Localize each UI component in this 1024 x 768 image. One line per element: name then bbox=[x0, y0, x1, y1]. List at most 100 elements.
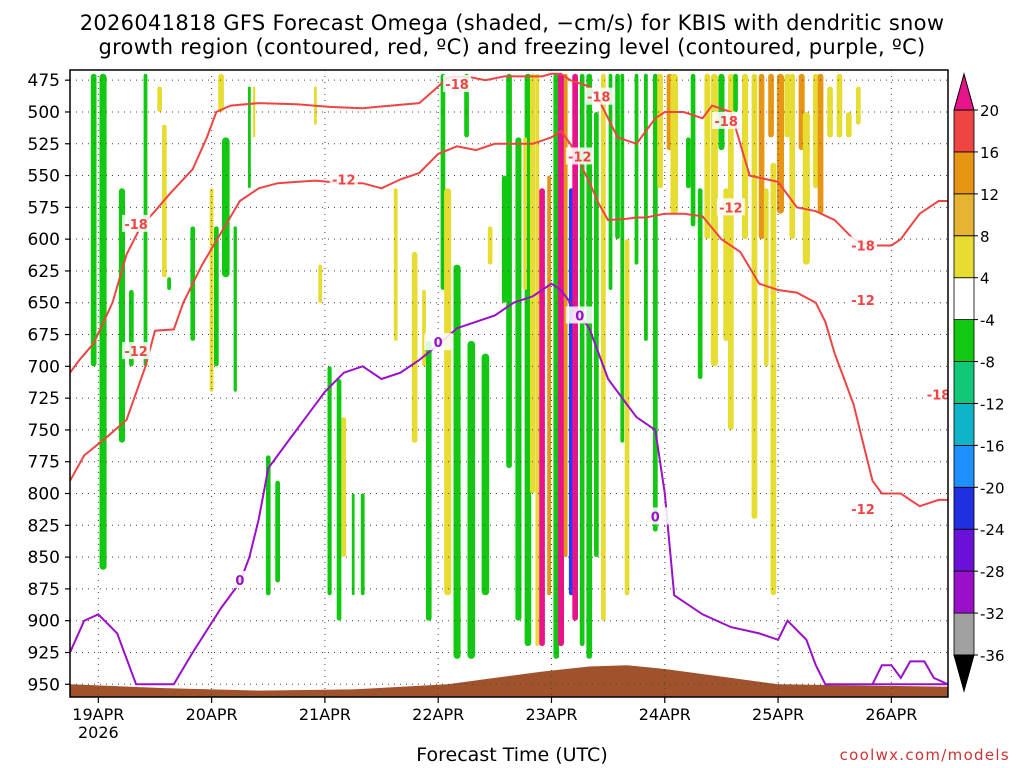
x-tick-label: 23APR bbox=[525, 705, 577, 724]
y-tick-label: 675 bbox=[28, 326, 60, 346]
contour-label-bg bbox=[849, 499, 878, 517]
contour-label-bg bbox=[443, 74, 472, 92]
omega-streak bbox=[758, 73, 765, 240]
omega-streak bbox=[425, 340, 432, 621]
omega-streak bbox=[770, 162, 777, 596]
credit-link[interactable]: coolwx.com/models bbox=[839, 746, 1010, 764]
omega-streak bbox=[657, 73, 663, 189]
colorbar-segment bbox=[953, 319, 975, 362]
omega-streak bbox=[275, 480, 280, 583]
contour-label: 0 bbox=[434, 336, 443, 351]
x-tick-label: 24APR bbox=[639, 705, 691, 724]
x-tick-label: 25APR bbox=[752, 705, 804, 724]
contour-label: -12 bbox=[124, 345, 148, 360]
omega-streak bbox=[351, 493, 355, 596]
x-axis-label: Forecast Time (UTC) bbox=[416, 744, 608, 766]
omega-streak bbox=[539, 188, 545, 647]
contour-purple-zero-right bbox=[871, 660, 948, 686]
omega-streak bbox=[444, 188, 452, 596]
omega-streak bbox=[336, 379, 342, 621]
y-tick-label: 950 bbox=[28, 675, 60, 695]
colorbar-label: -32 bbox=[980, 605, 1005, 623]
y-tick-label: 550 bbox=[28, 167, 60, 187]
contour-label-bg bbox=[122, 214, 151, 232]
omega-streak bbox=[252, 86, 256, 138]
omega-streak bbox=[222, 137, 230, 278]
y-tick-label: 850 bbox=[28, 548, 60, 568]
colorbar-label: -24 bbox=[980, 521, 1005, 539]
y-tick-label: 625 bbox=[28, 262, 60, 282]
y-tick-label: 525 bbox=[28, 135, 60, 155]
y-tick-label: 600 bbox=[28, 230, 60, 250]
contour-label: -18 bbox=[124, 218, 148, 233]
contour-label-bg bbox=[712, 111, 741, 129]
omega-streak bbox=[615, 73, 620, 240]
omega-streak bbox=[411, 251, 418, 443]
contour-red-minus12 bbox=[70, 129, 948, 508]
omega-streak bbox=[209, 188, 214, 392]
omega-streak bbox=[506, 73, 512, 469]
contour-label-bg bbox=[924, 385, 948, 403]
omega-streak bbox=[515, 137, 522, 621]
omega-streak bbox=[248, 86, 251, 189]
omega-streak bbox=[620, 73, 625, 443]
contour-label-bg bbox=[849, 236, 878, 254]
omega-streak bbox=[653, 73, 658, 532]
contour-label: -18 bbox=[587, 91, 611, 106]
omega-streak bbox=[393, 188, 398, 341]
omega-streak bbox=[686, 137, 691, 189]
omega-streak bbox=[624, 239, 630, 596]
contour-label-bg bbox=[641, 507, 670, 525]
y-tick-label: 725 bbox=[28, 389, 60, 409]
contour-label: -12 bbox=[568, 150, 592, 165]
omega-streak bbox=[594, 112, 599, 558]
contour-label-bg bbox=[716, 198, 745, 216]
y-tick-label: 700 bbox=[28, 357, 60, 377]
omega-streak bbox=[704, 73, 711, 240]
contour-label-bg bbox=[122, 342, 151, 360]
omega-streak bbox=[523, 137, 527, 290]
y-tick-label: 650 bbox=[28, 294, 60, 314]
colorbar-segment bbox=[953, 277, 975, 321]
terrain-fill bbox=[70, 665, 948, 697]
omega-streak bbox=[557, 73, 564, 647]
y-tick-label: 500 bbox=[28, 103, 60, 123]
omega-streak bbox=[547, 175, 551, 596]
contour-label-bg bbox=[225, 570, 254, 588]
omega-streak bbox=[601, 73, 606, 621]
colorbar-segment bbox=[953, 403, 975, 446]
y-tick-label: 925 bbox=[28, 643, 60, 663]
omega-streak bbox=[776, 73, 784, 214]
omega-streak bbox=[710, 73, 718, 367]
x-tick-label: 26APR bbox=[865, 705, 917, 724]
x-tick-sublabel: 2026 bbox=[78, 723, 119, 742]
omega-streak bbox=[341, 417, 347, 558]
y-tick-label: 575 bbox=[28, 198, 60, 218]
x-tick-label: 22APR bbox=[412, 705, 464, 724]
colorbar-label: -28 bbox=[980, 563, 1005, 581]
colorbar-end-high bbox=[953, 72, 975, 111]
contour-label: -18 bbox=[927, 388, 951, 403]
colorbar-segment bbox=[953, 528, 975, 572]
omega-streak bbox=[813, 73, 819, 189]
omega-streak bbox=[644, 73, 648, 341]
omega-streak bbox=[608, 73, 613, 290]
colorbar-segment bbox=[953, 361, 975, 404]
y-tick-label: 875 bbox=[28, 580, 60, 600]
omega-streak bbox=[530, 73, 536, 494]
colorbar-label: -16 bbox=[980, 437, 1005, 455]
colorbar-segment bbox=[953, 193, 975, 237]
x-tick-label: 20APR bbox=[186, 705, 238, 724]
omega-streak bbox=[763, 188, 769, 367]
contours: -18 -18 -18 -18 -18 -18 -12 -12 -12 -12 -12 -12 0 0 0 0 bbox=[70, 72, 951, 686]
chart-title-line2: growth region (contoured, red, ºC) and f… bbox=[98, 35, 926, 59]
omega-streak bbox=[572, 73, 578, 621]
omega-shading bbox=[90, 73, 861, 659]
plot-frame bbox=[69, 69, 949, 698]
y-tick-label: 750 bbox=[28, 421, 60, 441]
omega-streak bbox=[784, 73, 791, 138]
omega-streak bbox=[467, 340, 476, 659]
colorbar-label: -12 bbox=[980, 395, 1005, 413]
omega-streak bbox=[733, 73, 738, 112]
y-tick-label: 775 bbox=[28, 453, 60, 473]
